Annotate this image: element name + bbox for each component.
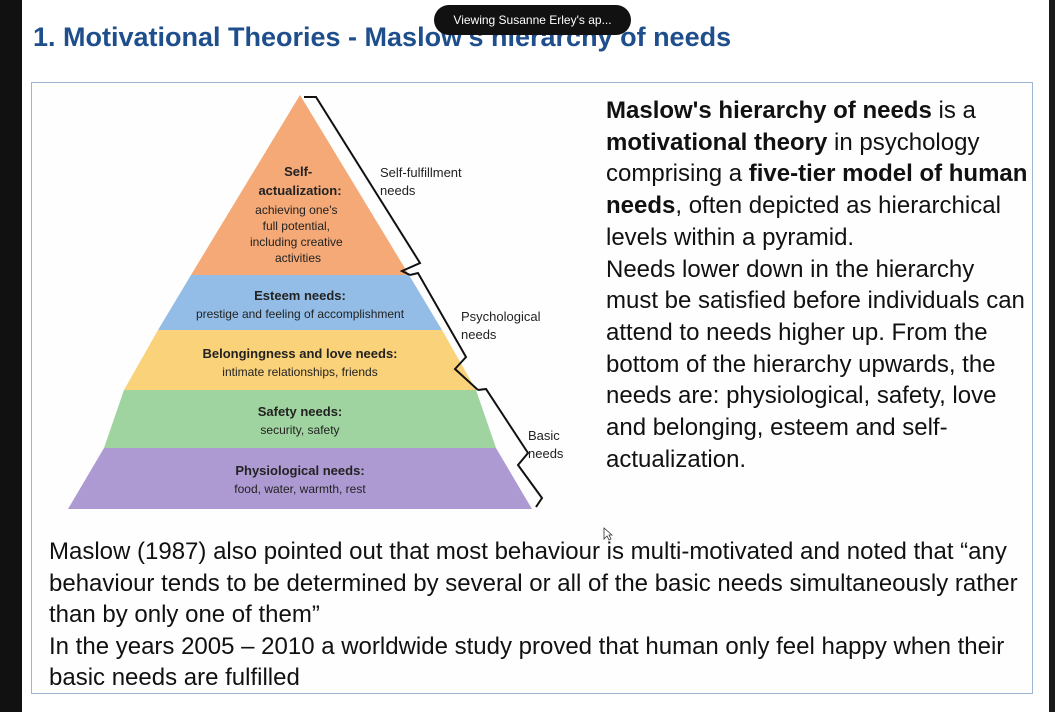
hierarchy-order-paragraph: Needs lower down in the hierarchy must b… [606,255,1025,473]
pyramid-tier-physiological [68,448,532,509]
mouse-pointer-icon [603,527,613,541]
label-basic-line2: needs [528,446,564,461]
svg-text:Basic needs: Basic needs [528,428,564,461]
definition-seg-3: in psychology comprising a [606,128,980,188]
pyramid-tier-esteem [158,275,442,330]
bracket-basic [477,387,544,508]
definition-seg-0: Maslow's hierarchy of needs [606,97,932,124]
tier1-desc-line4: activities [275,251,321,265]
svg-text:Psychological needs: Psychological needs [461,309,544,342]
worldwide-study-paragraph: In the years 2005 – 2010 a worldwide stu… [49,632,1005,692]
tier2-title: Esteem needs: [254,288,346,303]
tier3-title: Belongingness and love needs: [202,346,397,361]
tier5-desc: food, water, warmth, rest [234,482,366,496]
bracket-psychological [409,271,479,391]
svg-text:achieving one's full poten: achieving one's full potential, includin… [250,203,346,265]
maslow-definition-paragraph: Maslow's hierarchy of needs is a motivat… [606,95,1031,254]
tier4-title: Safety needs: [258,404,343,419]
maslow-1987-paragraph: Maslow (1987) also pointed out that most… [49,538,1018,628]
pyramid-tier-self-actualization [191,95,409,275]
definition-seg-2: motivational theory [606,128,828,156]
tier2-desc: prestige and feeling of accomplishment [196,307,405,321]
definition-seg-5: , often depicted as hierarchical levels … [606,192,1001,251]
tier3-desc: intimate relationships, friends [222,365,377,379]
tier5-title: Physiological needs: [235,463,364,478]
label-self-fulfillment-line1: Self-fulfillment [380,165,462,180]
right-window-edge [1049,0,1055,712]
left-window-edge [0,0,22,712]
tier1-title-line1: Self- [284,164,312,179]
maslow-description: Maslow's hierarchy of needs is a motivat… [606,95,1031,475]
tier1-desc-line1: achieving one's [255,203,337,217]
pyramid-tier-safety [104,390,496,448]
tier4-desc: security, safety [260,423,339,437]
maslow-pyramid: Self- actualization: achieving one's ful… [68,95,564,509]
label-psychological-line1: Psychological [461,309,541,324]
screen-share-banner[interactable]: Viewing Susanne Erley's ap... [434,5,631,35]
bracket-self-fulfillment [304,96,422,276]
tier1-desc-line3: including creative [250,235,343,249]
tier1-desc-line2: full potential, [263,219,330,233]
svg-text:Self- actualization:: Self- actualization: [258,164,341,198]
bottom-notes: Maslow (1987) also pointed out that most… [49,536,1024,694]
definition-seg-1: is a [931,97,976,124]
label-basic-line1: Basic [528,428,560,443]
tier1-title-line2: actualization: [258,183,341,198]
definition-seg-4: five-tier model of human needs [606,160,1028,220]
label-self-fulfillment-line2: needs [380,183,416,198]
svg-text:Self-fulfillment needs: Self-fulfillment needs [380,165,465,198]
label-psychological-line2: needs [461,327,497,342]
pyramid-tier-belonging [124,330,476,390]
